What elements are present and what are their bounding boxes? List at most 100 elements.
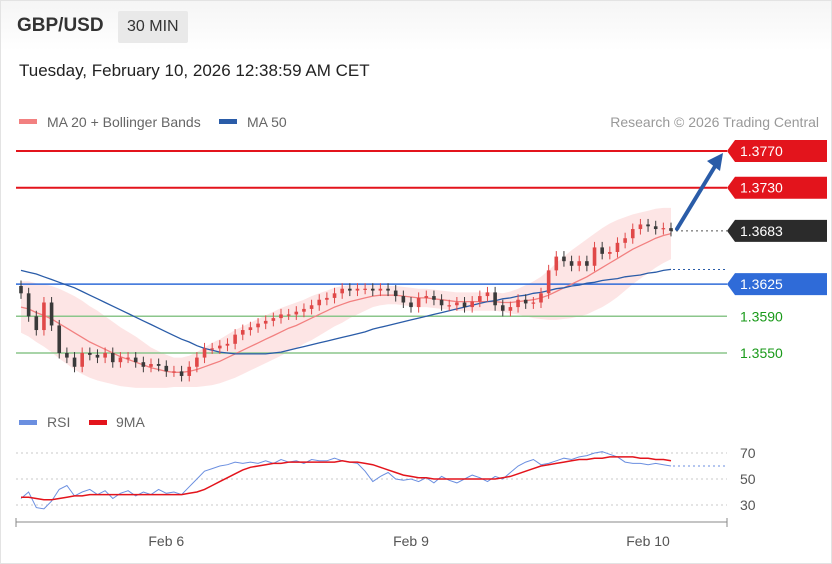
x-tick-label: Feb 6 <box>148 533 184 549</box>
candle-body <box>363 288 367 290</box>
candle-body <box>248 327 253 331</box>
candle-body <box>539 293 543 303</box>
bollinger-bands <box>21 207 671 388</box>
candle-body <box>263 320 268 324</box>
candle-body <box>615 242 620 252</box>
candle-body <box>279 314 283 319</box>
support-label-1.3590: 1.3590 <box>740 308 783 324</box>
candle-body <box>118 357 123 363</box>
candle-body <box>26 293 31 317</box>
candle-body <box>416 297 421 308</box>
candle-body <box>95 354 100 358</box>
candle-body <box>585 261 589 266</box>
candle-body <box>348 288 352 291</box>
candle-body <box>393 290 398 297</box>
pivot-tag-1.3625 <box>727 273 827 296</box>
candle-body <box>80 353 84 367</box>
candle-body <box>172 371 176 373</box>
candle-body <box>302 308 306 312</box>
candle-body <box>164 365 169 372</box>
candle-body <box>508 307 513 311</box>
candle-body <box>470 301 474 308</box>
candle-body <box>126 357 130 359</box>
moving-averages <box>20 232 672 373</box>
candle-body <box>332 293 337 298</box>
legend-9ma-swatch <box>89 420 107 425</box>
rsi-tick-70: 70 <box>740 445 756 461</box>
candle-body <box>149 364 153 367</box>
legend-rsi-label: RSI <box>47 414 70 430</box>
candle-body <box>88 353 92 355</box>
candle-body <box>42 302 46 331</box>
candle-body <box>608 252 612 254</box>
candle-body <box>516 299 520 308</box>
candle-body <box>638 224 643 230</box>
candle-body <box>462 302 467 308</box>
ma50-line <box>20 268 672 355</box>
candle-body <box>569 261 574 266</box>
research-credit: Research © 2026 Trading Central <box>610 114 819 130</box>
candle-body <box>294 311 299 315</box>
candle-body <box>355 288 360 291</box>
candle-body <box>202 348 207 358</box>
candle-body <box>592 247 597 266</box>
candle-body <box>317 299 322 306</box>
candle-body <box>669 228 673 231</box>
rsi-tick-50: 50 <box>740 471 756 487</box>
candle-body <box>378 288 383 291</box>
candle-body <box>72 357 77 367</box>
candle-body <box>531 302 536 304</box>
legend-9ma-label: 9MA <box>116 414 145 430</box>
candle-body <box>325 297 329 300</box>
candle-body <box>57 325 62 353</box>
candle-body <box>141 362 146 367</box>
candle-body <box>447 305 452 307</box>
legend-rsi-swatch <box>19 420 37 425</box>
candle-body <box>485 292 490 297</box>
x-tick-label: Feb 9 <box>393 533 429 549</box>
candle-body <box>340 288 344 294</box>
resistance-tag-label-1.3730: 1.3730 <box>740 180 783 196</box>
resistance-tag-1.3730 <box>727 176 827 199</box>
legend-ma50-swatch <box>219 119 237 124</box>
candlesticks <box>19 153 723 382</box>
candle-body <box>623 238 627 243</box>
candle-body <box>409 302 413 308</box>
candle-body <box>187 366 192 376</box>
level-tags: 1.3770 1.3730 1.3683 1.3625 1.3590 1.3550 <box>727 140 827 361</box>
current-tag-label-1.3683: 1.3683 <box>740 223 783 239</box>
candle-body <box>370 288 375 291</box>
candle-body <box>432 296 436 300</box>
candle-body <box>110 353 115 363</box>
candle-body <box>19 285 23 294</box>
bollinger-band-area <box>21 207 671 388</box>
candle-body <box>455 302 459 306</box>
candle-body <box>646 224 650 227</box>
candle-body <box>309 305 314 309</box>
resistance-tag-label-1.3770: 1.3770 <box>740 143 783 159</box>
candle-body <box>210 348 214 350</box>
candle-body <box>49 302 54 326</box>
forecast-arrow-head <box>707 153 723 171</box>
candle-body <box>630 229 635 239</box>
candle-body <box>493 292 497 306</box>
candle-body <box>218 345 222 349</box>
candle-body <box>653 226 658 230</box>
candle-body <box>286 314 291 316</box>
candle-body <box>195 357 199 367</box>
candle-body <box>401 296 406 303</box>
timestamp: Tuesday, February 10, 2026 12:38:59 AM C… <box>19 61 370 80</box>
candle-body <box>240 330 245 335</box>
symbol-title: GBP/USD <box>17 15 104 36</box>
candle-body <box>103 353 107 358</box>
legend-ma20-label: MA 20 + Bollinger Bands <box>47 114 201 130</box>
timeframe-badge[interactable]: 30 MIN <box>118 11 188 43</box>
rsi-tick-30: 30 <box>740 497 756 513</box>
chart-header: GBP/USD 30 MIN <box>1 1 831 51</box>
legend-ma20-swatch <box>19 119 37 124</box>
candle-body <box>156 364 161 366</box>
candle-body <box>225 343 230 346</box>
pivot-tag-label-1.3625: 1.3625 <box>740 276 783 292</box>
